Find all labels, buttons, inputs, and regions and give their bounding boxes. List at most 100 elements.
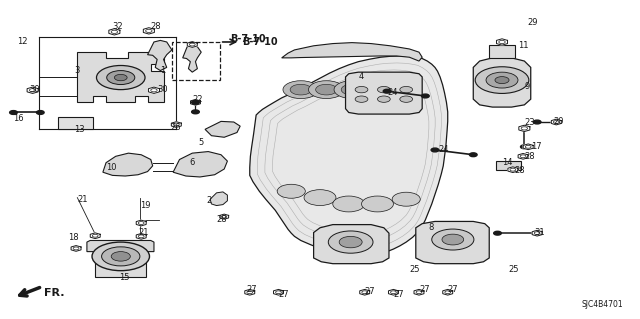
Polygon shape: [220, 214, 228, 219]
Text: 20: 20: [553, 117, 564, 126]
Text: 9: 9: [524, 82, 530, 91]
Circle shape: [475, 67, 529, 93]
Circle shape: [333, 196, 365, 212]
Circle shape: [422, 94, 429, 98]
Circle shape: [520, 145, 528, 149]
Polygon shape: [273, 289, 284, 295]
Text: 25: 25: [410, 264, 420, 274]
Text: 26: 26: [170, 123, 180, 132]
Circle shape: [191, 110, 199, 114]
Polygon shape: [191, 100, 200, 105]
Text: 27: 27: [246, 285, 257, 294]
Polygon shape: [136, 220, 146, 226]
Polygon shape: [443, 289, 452, 295]
Circle shape: [520, 126, 528, 130]
Circle shape: [277, 184, 305, 198]
Circle shape: [378, 96, 390, 102]
Text: 28: 28: [151, 22, 161, 31]
Polygon shape: [388, 289, 399, 295]
Circle shape: [10, 111, 17, 115]
Circle shape: [495, 77, 509, 84]
Polygon shape: [188, 42, 197, 48]
Bar: [495, 161, 521, 170]
Circle shape: [355, 96, 368, 102]
Text: 12: 12: [17, 38, 27, 47]
Polygon shape: [416, 221, 489, 264]
Text: B-7-10: B-7-10: [230, 34, 266, 44]
Text: 17: 17: [531, 142, 541, 151]
Text: 3: 3: [74, 66, 79, 75]
Circle shape: [36, 111, 44, 115]
Text: 6: 6: [189, 158, 195, 167]
Circle shape: [431, 148, 439, 152]
Circle shape: [486, 72, 518, 88]
Circle shape: [339, 236, 362, 248]
Circle shape: [378, 86, 390, 93]
Polygon shape: [524, 144, 533, 150]
Text: 10: 10: [106, 163, 116, 172]
Circle shape: [383, 89, 391, 93]
Circle shape: [97, 65, 145, 90]
Text: 30: 30: [157, 85, 168, 94]
Text: 15: 15: [119, 272, 129, 281]
Bar: [58, 117, 93, 129]
Bar: [172, 42, 220, 80]
Polygon shape: [519, 125, 530, 131]
Circle shape: [334, 81, 370, 99]
Circle shape: [308, 81, 344, 99]
Text: 11: 11: [518, 41, 529, 50]
Circle shape: [191, 100, 199, 104]
Circle shape: [387, 82, 419, 98]
Text: 19: 19: [140, 201, 150, 210]
Polygon shape: [210, 192, 227, 205]
Text: 28: 28: [216, 215, 227, 224]
Text: 24: 24: [438, 145, 449, 154]
Polygon shape: [518, 153, 528, 159]
Text: 27: 27: [278, 290, 289, 299]
Text: 27: 27: [448, 285, 458, 294]
Circle shape: [360, 81, 396, 99]
Polygon shape: [314, 225, 389, 264]
Text: 23: 23: [524, 118, 535, 128]
Text: 24: 24: [387, 88, 397, 97]
Text: 30: 30: [29, 85, 40, 94]
Circle shape: [392, 192, 420, 206]
Polygon shape: [27, 87, 38, 93]
Text: 8: 8: [429, 223, 434, 232]
Polygon shape: [473, 58, 531, 107]
Text: B-7-10: B-7-10: [242, 37, 278, 47]
Text: 22: 22: [192, 95, 203, 104]
Text: SJC4B4701: SJC4B4701: [582, 300, 623, 309]
Polygon shape: [109, 29, 120, 35]
Text: FR.: FR.: [44, 288, 65, 298]
Circle shape: [290, 84, 312, 95]
Text: 21: 21: [77, 195, 88, 204]
Text: 2: 2: [206, 196, 212, 205]
Text: 1: 1: [161, 66, 166, 75]
Polygon shape: [172, 122, 181, 127]
Circle shape: [469, 153, 477, 157]
Polygon shape: [173, 152, 227, 177]
Polygon shape: [182, 45, 201, 72]
Polygon shape: [551, 119, 561, 125]
Text: 13: 13: [74, 125, 84, 134]
Polygon shape: [414, 289, 424, 295]
Text: 16: 16: [13, 114, 24, 123]
Circle shape: [355, 86, 368, 93]
Polygon shape: [508, 167, 518, 173]
Circle shape: [111, 252, 131, 261]
Polygon shape: [205, 122, 240, 137]
Circle shape: [493, 231, 501, 235]
Text: 27: 27: [394, 290, 404, 299]
Polygon shape: [244, 289, 255, 295]
Text: 27: 27: [419, 285, 429, 294]
Bar: [489, 45, 515, 58]
Bar: [95, 255, 147, 277]
Polygon shape: [103, 153, 153, 176]
Text: 5: 5: [198, 137, 204, 146]
Circle shape: [362, 196, 394, 212]
Text: 27: 27: [365, 287, 375, 296]
Polygon shape: [360, 289, 370, 295]
Polygon shape: [148, 87, 159, 93]
Text: 28: 28: [524, 152, 535, 161]
